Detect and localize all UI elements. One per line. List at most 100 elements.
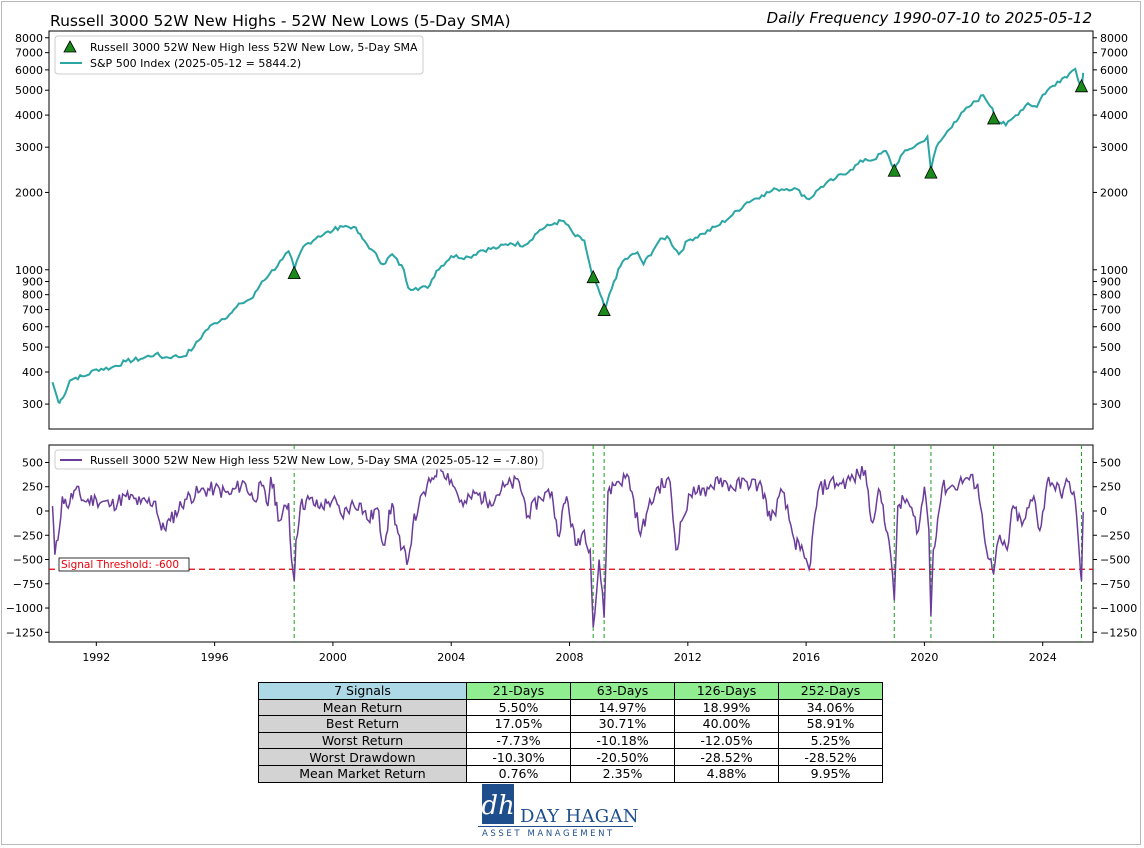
xtick-label: 2016 xyxy=(792,651,820,664)
table-cell: 34.06% xyxy=(778,698,883,717)
bottom-ytick-label-right: −1000 xyxy=(1100,602,1137,615)
top-ytick-label-right: 800 xyxy=(1100,289,1121,302)
top-ytick-label-right: 7000 xyxy=(1100,47,1128,60)
bottom-ytick-label-left: −750 xyxy=(13,578,43,591)
logo-subtitle: ASSET MANAGEMENT xyxy=(482,829,615,839)
chart-title: Russell 3000 52W New Highs - 52W New Low… xyxy=(50,12,511,30)
top-ytick-label-right: 900 xyxy=(1100,276,1121,289)
signal-marker xyxy=(1074,78,1089,93)
table-cell: 4.88% xyxy=(674,764,779,783)
logo-mark: dh xyxy=(482,784,514,824)
row-label: Worst Drawdown xyxy=(258,748,467,766)
top-ytick-label-left: 900 xyxy=(22,276,43,289)
row-label: Best Return xyxy=(258,715,467,733)
threshold-label: Signal Threshold: -600 xyxy=(58,557,190,572)
logo-name: DAY HAGAN xyxy=(520,806,639,827)
top-ytick-label-left: 400 xyxy=(22,366,43,379)
legend-marker-triangle xyxy=(63,40,77,53)
top-ytick-label-left: 600 xyxy=(22,321,43,334)
stats-header-63d: 63-Days xyxy=(570,682,675,700)
stats-header-126d: 126-Days xyxy=(674,682,779,700)
table-cell: -28.52% xyxy=(674,748,779,766)
top-ytick-label-left: 3000 xyxy=(15,141,43,154)
bottom-ytick-label-right: −250 xyxy=(1100,529,1130,542)
top-ytick-label-right: 500 xyxy=(1100,341,1121,354)
table-cell: -7.73% xyxy=(466,731,571,750)
table-cell: 30.71% xyxy=(570,715,675,733)
table-cell: 0.76% xyxy=(466,764,571,783)
top-ytick-label-right: 4000 xyxy=(1100,109,1128,122)
legend-marker-label: Russell 3000 52W New High less 52W New L… xyxy=(90,41,418,54)
top-panel-frame xyxy=(48,30,1094,430)
top-ytick-label-left: 500 xyxy=(22,341,43,354)
top-ytick-label-left: 8000 xyxy=(15,32,43,45)
signal-marker xyxy=(986,111,1001,125)
top-ytick-label-right: 700 xyxy=(1100,304,1121,317)
legend-spx-label: S&P 500 Index (2025-05-12 = 5844.2) xyxy=(90,57,301,70)
logo-mark-glyph: dh xyxy=(482,791,514,821)
chart-canvas: Russell 3000 52W New Highs - 52W New Low… xyxy=(6,9,1137,664)
top-legend: Russell 3000 52W New High less 52W New L… xyxy=(54,35,424,75)
bottom-ytick-label-left: −1000 xyxy=(6,602,43,615)
table-cell: 14.97% xyxy=(570,698,675,717)
table-cell: 9.95% xyxy=(778,764,883,783)
top-ytick-label-right: 1000 xyxy=(1100,264,1128,277)
chart-frequency-label: Daily Frequency 1990-07-10 to 2025-05-12 xyxy=(767,9,1092,27)
indicator-line xyxy=(51,460,1084,628)
signal-marker xyxy=(287,265,301,279)
bottom-ytick-label-right: 0 xyxy=(1100,505,1107,518)
xtick-label: 2012 xyxy=(674,651,702,664)
table-cell: 18.99% xyxy=(674,698,779,717)
bottom-ytick-label-left: 250 xyxy=(22,481,43,494)
top-ytick-label-left: 7000 xyxy=(15,47,43,60)
top-ytick-label-left: 4000 xyxy=(15,109,43,122)
top-ytick-label-right: 6000 xyxy=(1100,64,1128,77)
table-row: Mean Return 5.50% 14.97% 18.99% 34.06% xyxy=(258,698,883,717)
top-ytick-label-left: 2000 xyxy=(15,186,43,199)
top-ytick-label-left: 300 xyxy=(22,398,43,411)
xtick-label: 1992 xyxy=(82,651,110,664)
bottom-ytick-label-right: 250 xyxy=(1100,481,1121,494)
row-label: Mean Return xyxy=(258,698,467,717)
signal-stats-table: 7 Signals 21-Days 63-Days 126-Days 252-D… xyxy=(258,682,883,783)
bottom-panel-frame xyxy=(48,444,1094,643)
top-ytick-label-right: 300 xyxy=(1100,398,1121,411)
table-row: Worst Drawdown -10.30% -20.50% -28.52% -… xyxy=(258,748,883,766)
signal-marker xyxy=(586,269,600,284)
bottom-ytick-label-left: −1250 xyxy=(6,626,43,639)
table-cell: 5.50% xyxy=(466,698,571,717)
signal-marker xyxy=(597,302,611,316)
stats-header-252d: 252-Days xyxy=(778,682,883,700)
bottom-ytick-label-right: −750 xyxy=(1100,578,1130,591)
bottom-legend-box xyxy=(54,449,544,470)
top-ytick-label-right: 2000 xyxy=(1100,186,1128,199)
row-label: Worst Return xyxy=(258,731,467,750)
logo-mark-text: dh xyxy=(482,791,514,821)
xtick-label: 2020 xyxy=(910,651,938,664)
table-cell: 5.25% xyxy=(778,731,883,750)
top-ytick-label-left: 5000 xyxy=(15,84,43,97)
stats-corner-cell: 7 Signals xyxy=(258,682,467,700)
table-row: Worst Return -7.73% -10.18% -12.05% 5.25… xyxy=(258,731,883,750)
table-cell: 40.00% xyxy=(674,715,779,733)
table-cell: 2.35% xyxy=(570,764,675,783)
table-cell: 58.91% xyxy=(778,715,883,733)
top-ytick-label-left: 6000 xyxy=(15,64,43,77)
signal-marker xyxy=(887,163,901,177)
bottom-ytick-label-left: 500 xyxy=(22,456,43,469)
top-ytick-label-left: 800 xyxy=(22,289,43,302)
xtick-label: 1996 xyxy=(201,651,229,664)
bottom-ytick-label-left: −500 xyxy=(13,554,43,567)
bottom-panel: −1250 −1250 −1000 −1000 −750 −750 −500 −500 −250… xyxy=(6,444,1137,664)
threshold-label-box xyxy=(58,557,190,572)
row-label: Mean Market Return xyxy=(258,764,467,783)
table-cell: -10.18% xyxy=(570,731,675,750)
xtick-label: 2024 xyxy=(1029,651,1057,664)
threshold-label-text: Signal Threshold: -600 xyxy=(61,559,179,571)
top-ytick-label-right: 400 xyxy=(1100,366,1121,379)
signal-marker xyxy=(924,165,938,179)
bottom-ytick-label-right: −500 xyxy=(1100,554,1130,567)
stats-header-21d: 21-Days xyxy=(466,682,571,700)
xtick-label: 2008 xyxy=(556,651,584,664)
